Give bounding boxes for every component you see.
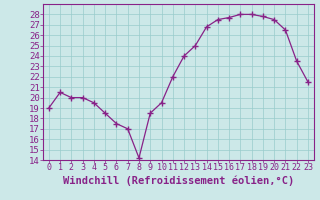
- X-axis label: Windchill (Refroidissement éolien,°C): Windchill (Refroidissement éolien,°C): [63, 175, 294, 186]
